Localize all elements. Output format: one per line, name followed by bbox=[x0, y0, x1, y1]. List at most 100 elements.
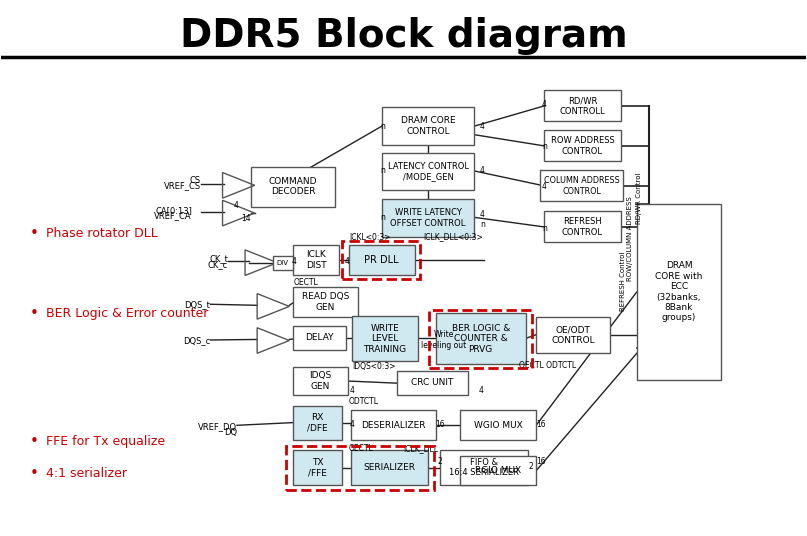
Text: FFE for Tx equalize: FFE for Tx equalize bbox=[46, 435, 165, 448]
FancyBboxPatch shape bbox=[352, 316, 418, 361]
Text: 4: 4 bbox=[480, 122, 485, 131]
Text: RD/WR Control: RD/WR Control bbox=[636, 173, 642, 225]
Text: DELAY: DELAY bbox=[305, 333, 334, 342]
Text: n: n bbox=[380, 213, 385, 222]
Text: •: • bbox=[30, 466, 39, 481]
Text: IDQS
GEN: IDQS GEN bbox=[310, 371, 332, 391]
FancyBboxPatch shape bbox=[382, 107, 475, 145]
FancyBboxPatch shape bbox=[292, 450, 342, 485]
FancyBboxPatch shape bbox=[436, 314, 525, 364]
Text: 4: 4 bbox=[349, 420, 354, 429]
FancyBboxPatch shape bbox=[351, 411, 436, 440]
Text: n: n bbox=[541, 142, 546, 151]
Text: DQS_t: DQS_t bbox=[185, 300, 211, 309]
Text: ROW ADDRESS
CONTROL: ROW ADDRESS CONTROL bbox=[550, 136, 614, 155]
FancyBboxPatch shape bbox=[540, 170, 623, 202]
FancyBboxPatch shape bbox=[293, 325, 345, 349]
Text: COLUMN ADDRESS
CONTROL: COLUMN ADDRESS CONTROL bbox=[544, 176, 620, 196]
FancyBboxPatch shape bbox=[382, 153, 475, 190]
FancyBboxPatch shape bbox=[460, 456, 536, 485]
Text: •: • bbox=[30, 306, 39, 321]
Text: REFRESH Control: REFRESH Control bbox=[620, 251, 626, 311]
Text: n: n bbox=[380, 167, 385, 175]
FancyBboxPatch shape bbox=[349, 245, 415, 275]
Text: REFRESH
CONTROL: REFRESH CONTROL bbox=[562, 217, 603, 236]
Text: Write
leveling out: Write leveling out bbox=[421, 330, 466, 349]
Text: ICLK_DLL: ICLK_DLL bbox=[404, 444, 438, 453]
FancyBboxPatch shape bbox=[293, 245, 339, 275]
Text: 4: 4 bbox=[541, 100, 546, 109]
Text: n: n bbox=[380, 122, 385, 131]
Text: CS: CS bbox=[190, 176, 201, 185]
FancyBboxPatch shape bbox=[637, 204, 721, 380]
Text: CK_t: CK_t bbox=[209, 254, 228, 263]
Text: 4: 4 bbox=[349, 386, 354, 395]
FancyBboxPatch shape bbox=[382, 199, 475, 237]
Text: 4: 4 bbox=[234, 200, 239, 210]
Text: DRAM
CORE with
ECC
(32banks,
8Bank
groups): DRAM CORE with ECC (32banks, 8Bank group… bbox=[655, 262, 703, 323]
FancyBboxPatch shape bbox=[440, 450, 528, 485]
FancyBboxPatch shape bbox=[292, 406, 342, 440]
Text: VREF_CS: VREF_CS bbox=[164, 181, 201, 190]
Text: BER LOGIC &
COUNTER &
PRVG: BER LOGIC & COUNTER & PRVG bbox=[452, 324, 510, 354]
Text: RD/WR
CONTROLL: RD/WR CONTROLL bbox=[559, 96, 605, 116]
Text: 16: 16 bbox=[536, 457, 546, 466]
Text: 4:1 serializer: 4:1 serializer bbox=[46, 467, 127, 480]
Text: CK_c: CK_c bbox=[208, 260, 228, 269]
Text: DIV: DIV bbox=[277, 259, 289, 266]
Text: 16: 16 bbox=[435, 420, 445, 429]
Text: FIFO &
16:4 SERIALIZER: FIFO & 16:4 SERIALIZER bbox=[449, 458, 519, 478]
Text: ROW/COLUMN ADDRESS: ROW/COLUMN ADDRESS bbox=[627, 196, 633, 281]
Text: ICLK
DIST: ICLK DIST bbox=[306, 250, 327, 270]
Text: RX
/DFE: RX /DFE bbox=[307, 413, 328, 433]
Text: RGIO MUX: RGIO MUX bbox=[475, 466, 521, 475]
Text: VREF_DQ: VREF_DQ bbox=[198, 422, 237, 431]
Text: PR DLL: PR DLL bbox=[365, 255, 399, 265]
Text: OECTL: OECTL bbox=[293, 278, 318, 287]
Text: •: • bbox=[30, 434, 39, 449]
Text: WGIO MUX: WGIO MUX bbox=[474, 421, 522, 429]
Text: n: n bbox=[541, 224, 546, 233]
Text: TX
/FFE: TX /FFE bbox=[308, 458, 327, 478]
FancyBboxPatch shape bbox=[544, 212, 621, 242]
Text: WRITE LATENCY
OFFSET CONTROL: WRITE LATENCY OFFSET CONTROL bbox=[391, 208, 466, 228]
Text: OE/ODT
CONTROL: OE/ODT CONTROL bbox=[551, 325, 595, 345]
Text: VREF_CA: VREF_CA bbox=[154, 211, 192, 220]
FancyBboxPatch shape bbox=[544, 130, 621, 161]
Text: OECTL ODTCTL: OECTL ODTCTL bbox=[520, 361, 576, 369]
Text: OECTL: OECTL bbox=[349, 444, 374, 453]
Text: COMMAND
DECODER: COMMAND DECODER bbox=[269, 177, 317, 196]
Text: READ DQS
GEN: READ DQS GEN bbox=[302, 293, 349, 312]
Text: WRITE
LEVEL
TRAINING: WRITE LEVEL TRAINING bbox=[363, 324, 407, 354]
Text: 2: 2 bbox=[529, 463, 533, 471]
Text: •: • bbox=[30, 226, 39, 241]
Text: DQ: DQ bbox=[224, 428, 237, 437]
Text: ICLK_DLL<0:3>: ICLK_DLL<0:3> bbox=[423, 232, 483, 241]
Text: IDQS<0:3>: IDQS<0:3> bbox=[352, 362, 395, 371]
Text: CRC UNIT: CRC UNIT bbox=[412, 378, 454, 388]
Text: 2: 2 bbox=[437, 457, 442, 466]
FancyBboxPatch shape bbox=[544, 91, 621, 121]
Text: DDR5 Block diagram: DDR5 Block diagram bbox=[180, 17, 627, 55]
FancyBboxPatch shape bbox=[536, 317, 610, 353]
Text: Phase rotator DLL: Phase rotator DLL bbox=[46, 227, 157, 240]
Text: n: n bbox=[480, 220, 485, 229]
Text: 14: 14 bbox=[241, 214, 251, 224]
FancyBboxPatch shape bbox=[351, 450, 428, 485]
Text: 4: 4 bbox=[291, 257, 296, 265]
FancyBboxPatch shape bbox=[293, 367, 348, 395]
Text: ODTCTL: ODTCTL bbox=[349, 397, 378, 406]
FancyBboxPatch shape bbox=[293, 287, 358, 317]
Text: 4: 4 bbox=[345, 257, 349, 265]
FancyBboxPatch shape bbox=[460, 411, 536, 440]
Text: 4: 4 bbox=[479, 386, 483, 395]
Text: CA[0:13]: CA[0:13] bbox=[155, 206, 192, 215]
Text: 4: 4 bbox=[480, 210, 485, 219]
Text: SERIALIZER: SERIALIZER bbox=[363, 463, 416, 472]
Text: ICKL<0:3>: ICKL<0:3> bbox=[349, 233, 391, 242]
Text: DRAM CORE
CONTROL: DRAM CORE CONTROL bbox=[401, 116, 455, 136]
Text: DESERIALIZER: DESERIALIZER bbox=[362, 421, 426, 429]
Text: 4: 4 bbox=[541, 182, 546, 191]
Text: BER Logic & Error counter: BER Logic & Error counter bbox=[46, 307, 208, 320]
FancyBboxPatch shape bbox=[397, 371, 468, 395]
